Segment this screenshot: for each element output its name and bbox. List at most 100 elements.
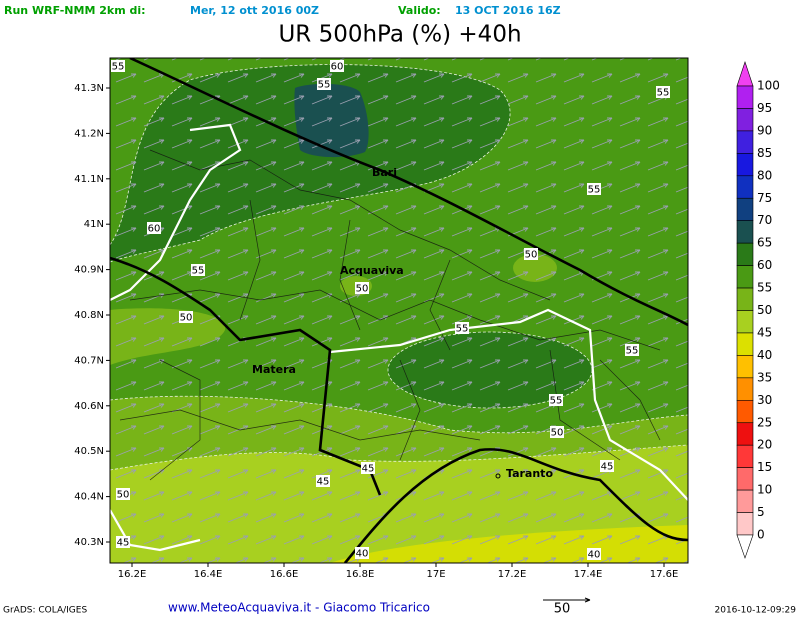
- x-tick-label: 17.4E: [574, 569, 603, 580]
- colorbar-box: [736, 512, 754, 536]
- contour-label: 55: [192, 266, 205, 277]
- grads-credit: GrADS: COLA/IGES: [3, 606, 87, 616]
- contour-label-box: [191, 264, 205, 276]
- contour-label-box: [656, 86, 670, 98]
- contour-label: 55: [626, 346, 639, 357]
- contour-label: 55: [550, 396, 563, 407]
- contour-label-box: [147, 222, 161, 234]
- vector-scale-arrow-head: [584, 597, 591, 603]
- x-tick-label: 17E: [426, 569, 445, 580]
- colorbar-box: [736, 175, 754, 199]
- colorbar-box: [736, 355, 754, 379]
- contour-label: 60: [331, 62, 344, 73]
- contour-label-box: [116, 488, 130, 500]
- contour-label: 55: [112, 62, 125, 73]
- contour-label: 50: [180, 313, 193, 324]
- x-tick-label: 16.2E: [118, 569, 147, 580]
- contour-label-box: [587, 548, 601, 560]
- y-tick-label: 40.7N: [74, 355, 104, 366]
- run-label: Run WRF-NMM 2km di:: [4, 4, 146, 17]
- contour-label: 55: [318, 80, 331, 91]
- colorbar-label: 65: [757, 236, 772, 250]
- contour-label-box: [600, 460, 614, 472]
- coastline: [110, 58, 688, 563]
- colorbar-label: 30: [757, 393, 772, 407]
- colorbar-label: 45: [757, 325, 772, 339]
- colorbar-label: 90: [757, 123, 772, 137]
- contour-label: 40: [588, 550, 601, 561]
- contour-label: 45: [362, 464, 375, 475]
- colorbar-box: [736, 108, 754, 132]
- colorbar-label: 50: [757, 303, 772, 317]
- region-borders: [110, 123, 688, 552]
- contour-label-box: [116, 536, 130, 548]
- map-title: UR 500hPa (%) +40h: [278, 22, 521, 48]
- valid-label: Valido:: [398, 4, 441, 17]
- colorbar-box: [736, 265, 754, 289]
- map: 55 60555555605550505055555550454545504540…: [110, 58, 688, 563]
- site-credit: www.MeteoAcquaviva.it - Giacomo Tricaric…: [168, 601, 430, 615]
- contour-label: 50: [117, 490, 130, 501]
- colorbar-box: [736, 332, 754, 356]
- colorbar-label: 15: [757, 460, 772, 474]
- contour-label: 40: [356, 549, 369, 560]
- timestamp: 2016-10-12-09:29: [715, 606, 797, 616]
- colorbar-label: 85: [757, 146, 772, 160]
- contour-label: 55: [588, 185, 601, 196]
- city-label: Matera: [252, 363, 296, 376]
- contour-label: 45: [317, 477, 330, 488]
- contour-label-box: [330, 60, 344, 72]
- y-tick-label: 41N: [84, 219, 104, 230]
- colorbar-box: [736, 287, 754, 311]
- y-tick-label: 41.3N: [74, 83, 104, 94]
- city-marker: [495, 473, 501, 479]
- valid-date: 13 OCT 2016 16Z: [455, 4, 561, 17]
- colorbar-box: [736, 310, 754, 334]
- colorbar-box: [736, 85, 754, 109]
- colorbar-box: [736, 197, 754, 222]
- colorbar-label: 95: [757, 101, 772, 115]
- colorbar-box: [736, 422, 754, 446]
- contour-label: 50: [551, 428, 564, 439]
- colorbar-box: [736, 377, 754, 401]
- colorbar-label: 60: [757, 258, 772, 272]
- contour-label: 55: [456, 324, 469, 335]
- colorbar-box: [736, 467, 754, 491]
- colorbar-box: [736, 153, 754, 177]
- contour-label: 45: [601, 462, 614, 473]
- contour-label: 50: [356, 284, 369, 295]
- contour-label: 50: [525, 250, 538, 261]
- contour-label-box: [550, 426, 564, 438]
- x-tick-label: 16.6E: [270, 569, 299, 580]
- colorbar-box: [736, 242, 754, 266]
- map-frame: [109, 57, 689, 564]
- colorbar-label: 100: [757, 79, 780, 93]
- contour-label-box: [455, 322, 469, 334]
- run-date: Mer, 12 ott 2016 00Z: [190, 4, 319, 17]
- colorbar-label: 35: [757, 370, 772, 384]
- city-label: Taranto: [506, 467, 553, 480]
- contour-label-box: [524, 248, 538, 260]
- contour-label-box: [111, 60, 125, 72]
- y-tick-label: 40.5N: [74, 446, 104, 457]
- contour-label: 60: [148, 224, 161, 235]
- x-tick-label: 16.8E: [346, 569, 375, 580]
- x-tick-label: 17.6E: [650, 569, 679, 580]
- x-tick-label: 17.2E: [498, 569, 527, 580]
- colorbar-label: 75: [757, 191, 772, 205]
- colorbar-box: [736, 130, 754, 154]
- city-label: Acquaviva: [340, 264, 404, 277]
- colorbar-label: 80: [757, 168, 772, 182]
- y-tick-label: 41.2N: [74, 128, 104, 139]
- contour-label-box: [587, 183, 601, 195]
- y-tick-label: 40.3N: [74, 537, 104, 548]
- y-tick-label: 40.6N: [74, 401, 104, 412]
- colorbar-bottom: [736, 534, 754, 559]
- contour-label: 45: [117, 538, 130, 549]
- contour-label-box: [361, 462, 375, 474]
- y-tick-label: 40.4N: [74, 492, 104, 503]
- colorbar-label: 5: [757, 505, 765, 519]
- colorbar-label: 10: [757, 483, 772, 497]
- x-tick-label: 16.4E: [194, 569, 223, 580]
- colorbar-label: 70: [757, 213, 772, 227]
